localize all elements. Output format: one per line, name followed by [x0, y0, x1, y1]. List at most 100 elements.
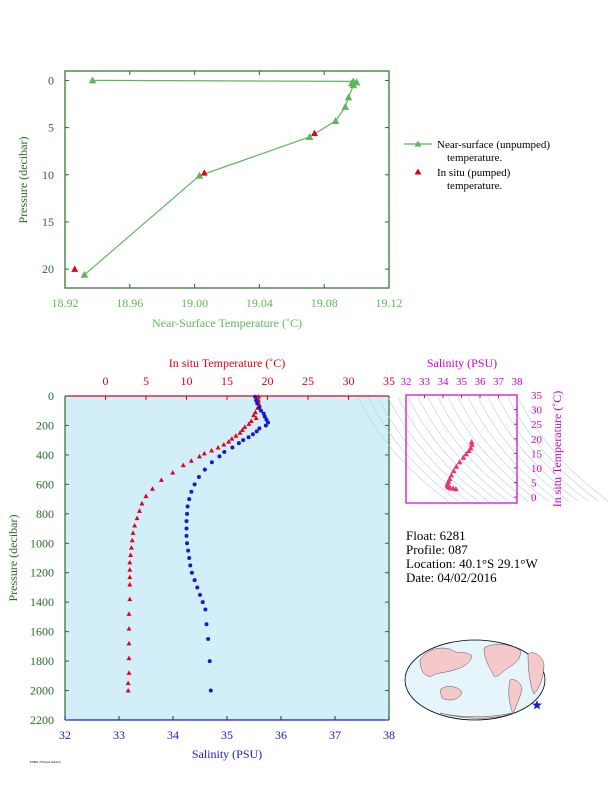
ts-point	[469, 441, 475, 447]
pumped-point	[311, 129, 318, 136]
profile-number: Profile: 087	[406, 542, 468, 557]
salinity-point	[185, 511, 190, 516]
temperature-point	[188, 458, 194, 463]
temperature-point	[239, 427, 245, 432]
profile-chart: 0 5 10 15 20 25 30 35 32 33 34 35 36 37 38 0 200 400 600…	[6, 356, 395, 761]
near-surface-y-ticks: 0 5 10 15 20	[42, 73, 389, 276]
temperature-point	[158, 477, 164, 482]
location: Location: 40.1°S 29.1°W	[406, 556, 538, 571]
temperature-point	[130, 530, 136, 535]
salinity-point	[192, 578, 197, 583]
salinity-point	[253, 394, 258, 399]
temperature-point	[251, 412, 257, 418]
temperature-point	[237, 430, 243, 435]
float-info: Float: 6281 Profile: 087 Location: 40.1°…	[406, 528, 538, 585]
ts-temperature-tick-label: 20	[531, 434, 543, 446]
salinity-point	[257, 405, 262, 410]
salinity-point	[203, 607, 208, 612]
temperature-point	[252, 409, 258, 415]
salinity-point	[198, 592, 202, 597]
near-surface-x-ticks: 18.92 18.96 19.00 19.04 19.08 19.12	[52, 71, 403, 310]
date: Date: 04/02/2016	[406, 570, 497, 585]
ts-temperature-tick-label: 10	[531, 463, 543, 475]
salinity-point	[206, 637, 211, 641]
temperature-point	[126, 670, 132, 675]
profile-salinity-tick-label: 37	[329, 728, 341, 742]
temperature-point	[150, 486, 155, 491]
asia-landmass	[419, 647, 473, 677]
profile-temperature-tick-label: 30	[343, 374, 355, 388]
profile-salinity-ticks: 32 33 34 35 36 37 38	[59, 716, 395, 742]
salinity-point	[236, 441, 241, 446]
temperature-point	[229, 436, 235, 441]
profile-temperature-ticks: 0 5 10 15 20 25 30 35	[103, 374, 395, 400]
temperature-point	[242, 424, 248, 429]
unpumped-point	[341, 102, 350, 110]
profile-pressure-tick-label: 0	[48, 389, 54, 403]
profile-temperature-tick-label: 35	[383, 374, 395, 388]
float-location-marker	[532, 700, 542, 710]
map-ocean	[404, 639, 546, 721]
temperature-point	[246, 421, 252, 426]
temperature-point	[137, 508, 142, 513]
temperature-point	[253, 415, 259, 421]
ts-temperature-tick-label: 30	[531, 405, 543, 417]
density-contour	[427, 396, 519, 502]
salinity-point	[217, 454, 222, 459]
density-contour	[497, 396, 589, 502]
ts-salinity-axis-label: Salinity (PSU)	[427, 356, 497, 370]
profile-salinity-tick-label: 38	[383, 728, 395, 742]
temperature-point	[125, 687, 131, 693]
ts-point	[453, 485, 459, 492]
ts-salinity-tick-label: 32	[401, 376, 412, 388]
temperature-point	[256, 402, 262, 407]
ts-point	[453, 463, 460, 469]
ts-temperature-tick-label: 5	[531, 478, 537, 490]
density-contour	[487, 396, 579, 502]
temperature-point	[125, 680, 131, 686]
profile-salinity-series	[184, 394, 271, 693]
profile-pressure-tick-label: 1000	[30, 536, 54, 550]
temperature-point	[209, 447, 215, 453]
ts-salinity-tick-label: 36	[475, 376, 487, 388]
profile-pressure-tick-label: 2200	[30, 713, 54, 727]
density-contour	[517, 396, 609, 502]
near-surface-y-axis-label: Pressure (decibar)	[16, 137, 30, 224]
ts-point	[466, 447, 472, 454]
temperature-point	[134, 515, 140, 521]
density-contour	[357, 396, 449, 502]
salinity-point	[208, 688, 213, 693]
ts-point	[456, 459, 463, 465]
salinity-point	[187, 556, 192, 560]
salinity-point	[257, 426, 262, 431]
profile-temperature-tick-label: 5	[143, 374, 149, 388]
near-surface-x-axis-label: Near-Surface Temperature (˚C)	[152, 316, 302, 330]
near-surface-x-tick-label: 19.00	[181, 296, 208, 310]
ts-point	[463, 450, 469, 457]
ts-temperature-tick-label: 35	[531, 390, 543, 402]
salinity-point	[246, 435, 251, 440]
salinity-point	[187, 497, 192, 502]
unpumped-point	[349, 81, 358, 89]
ts-salinity-ticks: 32 33 34 35 36 37 38	[401, 376, 523, 398]
profile-temperature-tick-label: 10	[181, 374, 193, 388]
profile-pressure-tick-label: 200	[36, 418, 54, 432]
legend-pumped-label: In situ (pumped)	[437, 167, 511, 179]
density-contour	[397, 396, 489, 502]
legend-unpumped-label: Near-surface (unpumped)	[437, 139, 550, 151]
ts-point	[448, 472, 455, 478]
salinity-point	[230, 445, 235, 450]
ts-salinity-tick-label: 34	[438, 376, 450, 388]
ts-density-contours	[357, 396, 609, 502]
temperature-point	[127, 567, 133, 572]
profile-pressure-tick-label: 600	[36, 477, 54, 491]
near-surface-x-tick-label: 19.08	[311, 296, 338, 310]
unpumped-point	[344, 93, 353, 101]
profile-pressure-tick-label: 1400	[30, 595, 54, 609]
salinity-point	[207, 659, 212, 664]
near-surface-legend: Near-surface (unpumped) temperature. In …	[404, 139, 550, 192]
north-america-landmass	[483, 644, 521, 677]
legend-unpumped-label-line2: temperature.	[447, 152, 503, 164]
temperature-point	[215, 444, 221, 450]
